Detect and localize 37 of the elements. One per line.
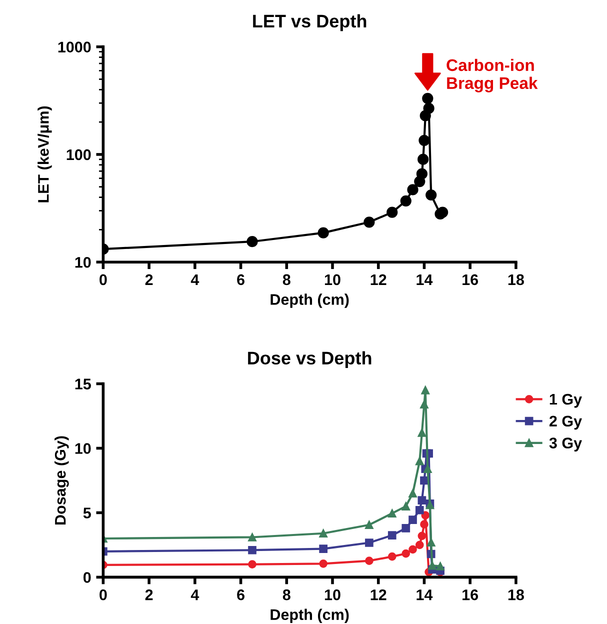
y-axis-title: LET (keV/μm) bbox=[38, 106, 52, 202]
x-tick-label: 0 bbox=[100, 589, 107, 600]
y-tick-label: 10 bbox=[75, 443, 91, 454]
x-tick-label: 14 bbox=[416, 274, 433, 285]
x-axis-title: Depth (cm) bbox=[270, 294, 349, 308]
x-tick-label: 2 bbox=[145, 589, 153, 600]
x-tick-label: 10 bbox=[324, 589, 340, 600]
x-tick-label: 8 bbox=[282, 274, 290, 286]
x-tick-label: 16 bbox=[462, 589, 478, 600]
x-tick-label: 14 bbox=[416, 590, 433, 600]
chart-title: LET vs Depth bbox=[253, 14, 366, 32]
x-tick-label: 16 bbox=[462, 274, 478, 286]
x-tick-label: 4 bbox=[190, 274, 200, 285]
x-tick-label: 10 bbox=[324, 274, 340, 286]
annotation: Carbon-ion Bragg Peak bbox=[446, 58, 538, 92]
y-tick-label: 0 bbox=[83, 572, 91, 583]
x-tick-label: 6 bbox=[237, 274, 244, 286]
legend-label: 1 Gy bbox=[550, 394, 582, 408]
x-tick-label: 18 bbox=[508, 274, 524, 286]
y-axis-title: Dosage (Gy) bbox=[54, 436, 69, 524]
y-tick-label: 10 bbox=[75, 256, 91, 268]
x-tick-label: 4 bbox=[190, 590, 200, 600]
x-tick-label: 8 bbox=[282, 589, 290, 600]
x-tick-label: 0 bbox=[100, 274, 107, 286]
x-tick-label: 12 bbox=[370, 274, 386, 285]
y-tick-label: 1000 bbox=[58, 42, 91, 52]
chart-title: Dose vs Depth bbox=[248, 351, 372, 368]
legend-label: 3 Gy bbox=[549, 438, 582, 452]
x-axis-title: Depth (cm) bbox=[270, 608, 349, 624]
y-tick-label: 5 bbox=[83, 508, 91, 518]
x-tick-label: 18 bbox=[508, 589, 524, 600]
y-tick-label: 100 bbox=[66, 149, 91, 160]
x-tick-label: 2 bbox=[145, 274, 153, 285]
x-tick-label: 6 bbox=[237, 589, 244, 600]
x-tick-label: 12 bbox=[370, 589, 386, 600]
y-tick-label: 15 bbox=[75, 378, 91, 390]
legend-label: 2 Gy bbox=[549, 416, 582, 430]
